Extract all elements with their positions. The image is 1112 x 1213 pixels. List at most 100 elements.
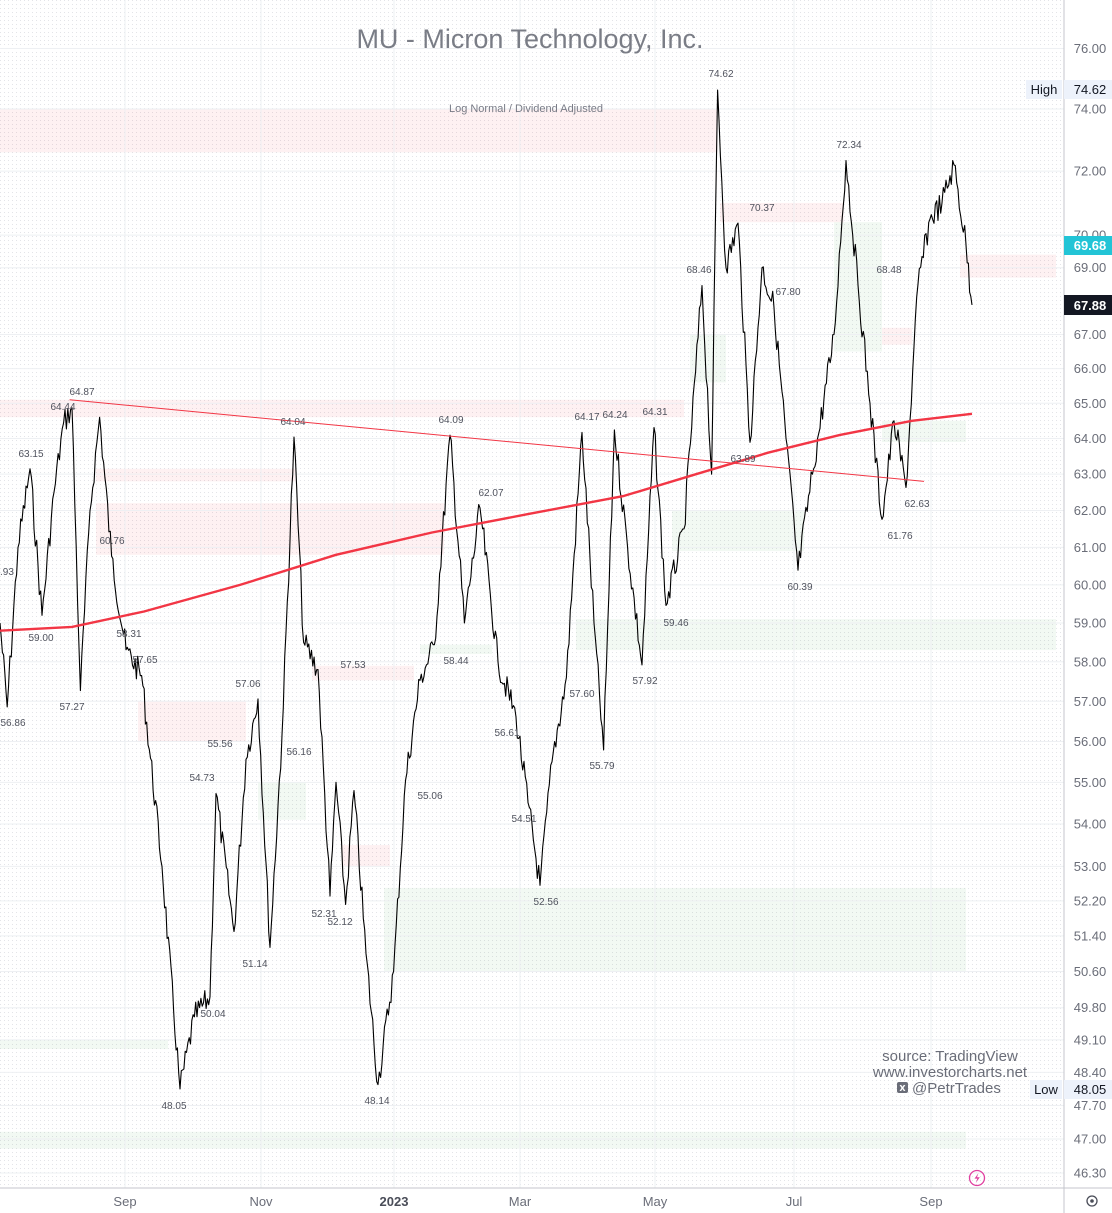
plot-background [0, 0, 1064, 1188]
y-tick-label: 64.00 [1074, 431, 1107, 446]
y-tick-label: 47.00 [1074, 1132, 1107, 1147]
zones-layer [0, 109, 1056, 1149]
y-tick-label: 54.00 [1074, 816, 1107, 831]
price-annotation: 74.62 [708, 69, 733, 80]
price-annotation: 59.00 [28, 633, 53, 644]
price-annotation: 64.04 [280, 417, 305, 428]
lightning-icon[interactable] [968, 1169, 986, 1187]
annotation-layer: 74.62 72.34 70.37 68.46 68.48 67.80 64.87 64.44… [0, 69, 930, 1112]
chart-title: MU - Micron Technology, Inc. [356, 24, 703, 54]
price-annotation: 55.06 [417, 791, 442, 802]
price-annotation: 61.76 [887, 531, 912, 542]
y-tick-label: 67.00 [1074, 327, 1107, 342]
price-annotation: 68.48 [876, 265, 901, 276]
price-annotation: 64.09 [438, 415, 463, 426]
y-tick-label: 76.00 [1074, 41, 1107, 56]
x-tick-label: Sep [113, 1194, 136, 1209]
trend-line [69, 399, 925, 482]
price-tags: High 74.62 69.68 67.88 Low 48.05 [1026, 80, 1112, 1099]
y-tick-label: 53.00 [1074, 859, 1107, 874]
x-logo-glyph: X [899, 1084, 906, 1093]
price-annotation: 48.05 [161, 1101, 186, 1112]
demand-zone [384, 887, 966, 972]
y-tick-label: 60.00 [1074, 577, 1107, 592]
price-annotation: 56.16 [286, 747, 311, 758]
price-annotation: 64.31 [642, 407, 667, 418]
price-annotation: 63.89 [730, 454, 755, 465]
price-annotation: 52.12 [327, 917, 352, 928]
x-tick-label: 2023 [380, 1194, 409, 1209]
current-price-tag-b [1064, 295, 1112, 315]
price-series-line [0, 89, 973, 1090]
price-annotation: 56.61 [494, 728, 519, 739]
price-annotation: 60.76 [99, 536, 124, 547]
y-tick-label: 51.40 [1074, 928, 1107, 943]
price-annotation: 64.44 [50, 402, 75, 413]
y-tick-label: 46.30 [1074, 1166, 1107, 1181]
demand-zone [672, 510, 804, 552]
price-annotation: 67.80 [775, 287, 800, 298]
price-annotation: 57.65 [132, 655, 157, 666]
grid-layer [0, 0, 1064, 1188]
y-tick-label: 49.10 [1074, 1032, 1107, 1047]
supply-zone [96, 503, 444, 555]
price-annotation: .93 [0, 567, 14, 578]
price-annotation: 57.06 [235, 679, 260, 690]
price-annotation: 54.51 [511, 814, 536, 825]
moving-average-line [0, 412, 973, 632]
y-tick-label: 47.70 [1074, 1098, 1107, 1113]
price-annotation: 72.34 [836, 140, 861, 151]
y-tick-label: 55.00 [1074, 775, 1107, 790]
low-value-box [1064, 1080, 1112, 1099]
y-tick-label: 65.00 [1074, 396, 1107, 411]
high-value: 74.62 [1074, 82, 1107, 97]
y-tick-label: 62.00 [1074, 503, 1107, 518]
price-annotation: 55.79 [589, 761, 614, 772]
price-annotation: 64.87 [69, 387, 94, 398]
y-tick-label: 48.40 [1074, 1065, 1107, 1080]
price-annotation: 57.60 [569, 689, 594, 700]
supply-zone [960, 254, 1056, 278]
y-tick-label: 56.00 [1074, 734, 1107, 749]
price-annotation: 57.53 [340, 660, 365, 671]
price-annotation: 50.04 [200, 1009, 225, 1020]
supply-zone [0, 109, 718, 153]
x-tick-label: Jul [786, 1194, 803, 1209]
x-tick-label: Sep [919, 1194, 942, 1209]
y-tick-label: 69.00 [1074, 260, 1107, 275]
supply-zone [342, 845, 390, 867]
price-annotation: 70.37 [749, 203, 774, 214]
x-axis[interactable]: Sep Nov 2023 Mar May Jul Sep [113, 1194, 942, 1209]
demand-zone [420, 644, 492, 655]
price-annotation: 52.56 [533, 897, 558, 908]
y-tick-label: 74.00 [1074, 102, 1107, 117]
price-annotation: 54.73 [189, 773, 214, 784]
y-axis[interactable]: 76.0074.0072.0070.0069.0067.0066.0065.00… [1074, 41, 1107, 1181]
price-annotation: 62.63 [904, 499, 929, 510]
low-label: Low [1034, 1082, 1058, 1097]
credit-source: source: TradingView [882, 1048, 1018, 1065]
y-tick-label: 58.00 [1074, 654, 1107, 669]
chart-subtitle: Log Normal / Dividend Adjusted [449, 103, 603, 115]
low-value: 48.05 [1074, 1082, 1107, 1097]
x-tick-label: May [643, 1194, 668, 1209]
settings-icon[interactable] [1086, 1195, 1098, 1207]
y-tick-label: 49.80 [1074, 1000, 1107, 1015]
supply-zone [0, 399, 684, 418]
demand-zone [882, 420, 966, 442]
price-annotation: 55.56 [207, 739, 232, 750]
price-annotation: 52.31 [311, 909, 336, 920]
high-value-box [1064, 80, 1112, 99]
demand-zone [576, 619, 1056, 651]
supply-zone [312, 665, 414, 681]
y-tick-label: 61.00 [1074, 540, 1107, 555]
current-price-tag-a [1064, 236, 1112, 255]
low-label-box [1030, 1080, 1062, 1099]
y-tick-label: 63.00 [1074, 467, 1107, 482]
credits: source: TradingView www.investorcharts.n… [872, 1048, 1028, 1097]
price-annotation: 58.44 [443, 656, 468, 667]
x-logo-icon [897, 1082, 908, 1093]
y-tick-label: 50.60 [1074, 964, 1107, 979]
price-annotation: 57.92 [632, 676, 657, 687]
